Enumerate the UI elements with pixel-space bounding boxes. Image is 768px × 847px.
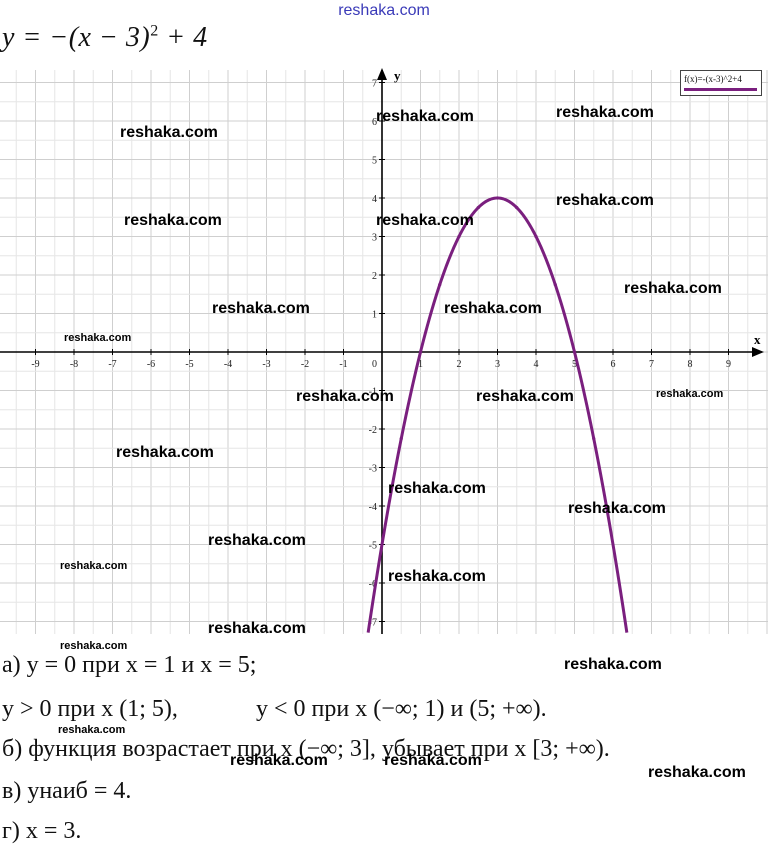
chart-legend: f(x)=-(x-3)^2+4 xyxy=(680,70,762,96)
site-header-watermark: reshaka.com xyxy=(338,2,430,19)
answer-g: г) x = 3. xyxy=(2,818,82,844)
equation-lhs: y = −(x − 3) xyxy=(2,22,151,53)
curve-point xyxy=(553,283,557,287)
curve-point xyxy=(457,234,461,239)
watermark: reshaka.com xyxy=(388,480,486,497)
x-tick-label: 9 xyxy=(726,359,731,370)
answer-a-negative: y < 0 при x (−∞; 1) и (5; +∞). xyxy=(256,696,547,722)
y-tick-label: 2 xyxy=(372,271,377,282)
answer-v: в) yнаиб = 4. xyxy=(2,778,132,804)
y-tick-label: -4 xyxy=(369,502,377,513)
watermark: reshaka.com xyxy=(556,192,654,209)
x-tick-label: -4 xyxy=(224,359,232,370)
function-graph: xy-9-8-7-6-5-4-3-2-1123456789123456789-1… xyxy=(0,68,768,634)
curve-point xyxy=(572,350,577,354)
function-equation: y = −(x − 3)2 + 4 xyxy=(2,22,208,54)
watermark: reshaka.com xyxy=(64,332,132,344)
x-tick-label: -8 xyxy=(70,359,78,370)
watermark: reshaka.com xyxy=(568,500,666,517)
x-axis-label: x xyxy=(754,332,761,347)
x-tick-label: 8 xyxy=(688,359,693,370)
x-tick-label: 3 xyxy=(495,359,500,370)
watermark: reshaka.com xyxy=(230,752,328,769)
answer-a-positive: y > 0 при x (1; 5), xyxy=(2,696,178,722)
y-axis-arrow xyxy=(377,68,387,80)
legend-label: f(x)=-(x-3)^2+4 xyxy=(684,74,742,84)
legend-swatch xyxy=(684,88,757,91)
watermark: reshaka.com xyxy=(376,108,474,125)
answer-b: б) функция возрастает при x (−∞; 3], убы… xyxy=(2,736,610,762)
y-tick-label: 6 xyxy=(372,117,377,128)
origin-label: 0 xyxy=(372,359,377,370)
y-tick-label: -6 xyxy=(369,579,377,590)
curve-point xyxy=(438,283,442,287)
watermark: reshaka.com xyxy=(58,724,126,736)
watermark: reshaka.com xyxy=(656,388,724,400)
y-tick-label: -2 xyxy=(369,425,377,436)
y-tick-label: 3 xyxy=(372,233,377,244)
x-tick-label: 2 xyxy=(457,359,462,370)
x-tick-label: -7 xyxy=(108,359,116,370)
watermark: reshaka.com xyxy=(120,124,218,141)
x-axis-arrow xyxy=(752,347,764,357)
watermark: reshaka.com xyxy=(212,300,310,317)
curve-point xyxy=(418,350,423,354)
curve-point xyxy=(495,196,500,200)
watermark: reshaka.com xyxy=(476,388,574,405)
x-tick-label: -9 xyxy=(31,359,39,370)
watermark: reshaka.com xyxy=(444,300,542,317)
curve-point xyxy=(592,437,596,441)
watermark: reshaka.com xyxy=(60,560,128,572)
y-tick-label: -5 xyxy=(369,541,377,552)
watermark: reshaka.com xyxy=(208,532,306,549)
watermark: reshaka.com xyxy=(296,388,394,405)
x-tick-label: -5 xyxy=(185,359,193,370)
watermark: reshaka.com xyxy=(624,280,722,297)
curve-point xyxy=(515,206,519,210)
watermark: reshaka.com xyxy=(648,764,746,781)
watermark: reshaka.com xyxy=(60,640,128,652)
x-tick-label: 7 xyxy=(649,359,654,370)
x-tick-label: 5 xyxy=(572,359,577,370)
y-tick-label: -1 xyxy=(369,387,377,398)
curve-layer xyxy=(366,196,629,633)
tick-labels: xy-9-8-7-6-5-4-3-2-1123456789123456789-1… xyxy=(31,68,761,629)
answer-a: а) y = 0 при x = 1 и x = 5; xyxy=(2,652,257,678)
watermark: reshaka.com xyxy=(208,620,306,637)
watermark: reshaka.com xyxy=(556,104,654,121)
curve-point xyxy=(534,234,538,239)
y-tick-label: 5 xyxy=(372,156,377,167)
x-tick-label: -6 xyxy=(147,359,155,370)
y-tick-label: -7 xyxy=(369,618,377,629)
x-tick-label: -1 xyxy=(339,359,347,370)
watermark: reshaka.com xyxy=(116,444,214,461)
watermark: reshaka.com xyxy=(124,212,222,229)
watermark: reshaka.com xyxy=(564,656,662,673)
x-tick-label: -2 xyxy=(301,359,309,370)
watermark: reshaka.com xyxy=(384,752,482,769)
equation-rhs: + 4 xyxy=(158,22,208,53)
y-axis-label: y xyxy=(394,68,401,83)
curve-point xyxy=(476,206,480,210)
x-tick-label: 6 xyxy=(611,359,616,370)
x-tick-label: 4 xyxy=(534,359,539,370)
x-tick-label: -3 xyxy=(262,359,270,370)
curve-point xyxy=(399,437,403,441)
equation-power: 2 xyxy=(150,22,159,40)
y-tick-label: 7 xyxy=(372,79,377,90)
y-tick-label: -3 xyxy=(369,464,377,475)
watermark: reshaka.com xyxy=(388,568,486,585)
y-tick-label: 1 xyxy=(372,310,377,321)
y-tick-label: 4 xyxy=(372,194,377,205)
watermark: reshaka.com xyxy=(376,212,474,229)
x-tick-label: 1 xyxy=(418,359,423,370)
